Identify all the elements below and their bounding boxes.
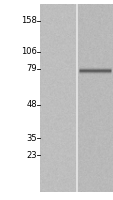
Text: 106: 106	[21, 47, 37, 56]
Text: 35: 35	[26, 134, 37, 143]
Text: 79: 79	[26, 64, 37, 73]
Text: 48: 48	[26, 100, 37, 109]
Text: 158: 158	[21, 16, 37, 25]
Text: 23: 23	[26, 151, 37, 160]
